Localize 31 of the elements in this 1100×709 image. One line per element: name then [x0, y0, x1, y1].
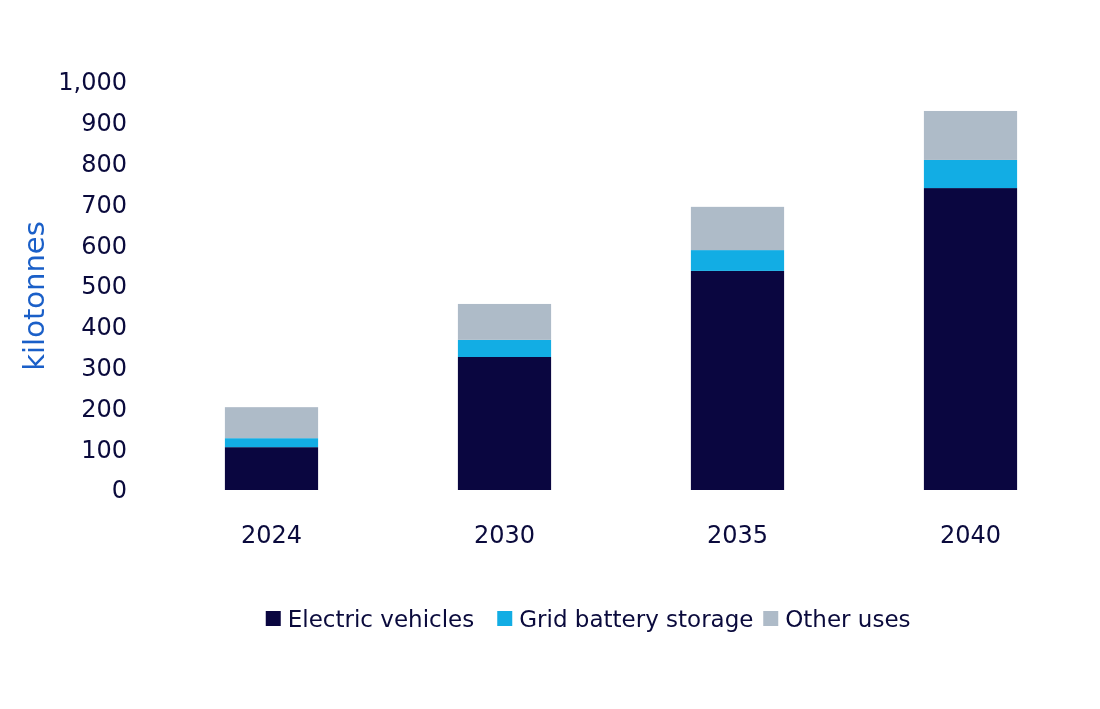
y-axis-title: kilotonnes — [17, 221, 51, 371]
y-tick-label: 400 — [81, 313, 127, 342]
bar — [690, 250, 785, 271]
legend-label: Other uses — [785, 606, 911, 633]
bar — [923, 159, 1018, 189]
y-tick-label: 200 — [81, 394, 127, 423]
bar — [224, 447, 319, 490]
bar — [457, 303, 552, 340]
x-tick-label: 2035 — [706, 521, 769, 550]
bar — [457, 339, 552, 357]
x-tick-label: 2030 — [473, 521, 536, 550]
bar — [224, 407, 319, 439]
x-tick-label: 2024 — [240, 521, 303, 550]
y-tick-label: 900 — [81, 109, 127, 138]
bar — [457, 356, 552, 490]
bar — [923, 110, 1018, 160]
bar — [224, 438, 319, 448]
y-tick-label: 1,000 — [58, 68, 127, 97]
legend-label: Grid battery storage — [519, 606, 754, 633]
y-tick-label: 700 — [81, 190, 127, 219]
bar — [690, 206, 785, 251]
y-tick-label: 800 — [81, 150, 127, 178]
y-tick-label: 300 — [81, 354, 127, 382]
bar — [690, 270, 785, 490]
y-tick-label: 600 — [81, 231, 127, 260]
x-tick-label: 2040 — [939, 521, 1002, 550]
y-tick-label: 0 — [111, 476, 127, 505]
bar — [923, 188, 1018, 490]
legend-label: Electric vehicles — [287, 606, 475, 633]
y-tick-label: 100 — [81, 435, 127, 464]
y-tick-label: 500 — [81, 272, 127, 301]
